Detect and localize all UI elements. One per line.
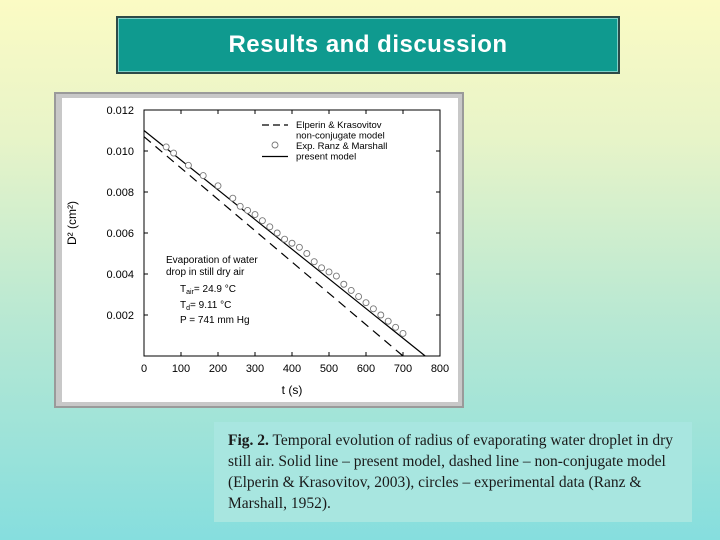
- data-point-exp: [184, 161, 192, 169]
- data-point-exp: [399, 329, 407, 337]
- y-tick-label: 0.002: [106, 310, 134, 322]
- series-line-non-conjugate: [143, 136, 404, 357]
- x-tick-label: 800: [431, 363, 449, 375]
- legend-label: present model: [296, 152, 356, 163]
- legend-label: Elperin & Krasovitov: [296, 120, 382, 131]
- data-point-exp: [340, 280, 348, 288]
- data-point-exp: [355, 293, 363, 301]
- data-point-exp: [347, 286, 355, 294]
- y-axis-label: D² (cm²): [65, 201, 79, 245]
- x-tick-label: 600: [357, 363, 375, 375]
- x-tick-label: 200: [209, 363, 227, 375]
- y-tick-label: 0.006: [106, 228, 134, 240]
- data-point-exp: [236, 202, 244, 210]
- series-line-present-model: [143, 130, 426, 357]
- x-axis-label: t (s): [282, 383, 303, 397]
- data-point-exp: [281, 235, 289, 243]
- data-point-exp: [310, 258, 318, 266]
- data-point-exp: [384, 317, 392, 325]
- y-tick-label: 0.012: [106, 105, 134, 117]
- annotation-line1: Evaporation of water: [166, 255, 258, 266]
- data-point-exp: [295, 243, 303, 251]
- x-tick-label: 0: [141, 363, 147, 375]
- figure-canvas: 0 100 200 300 400 500 600 700 800 0.002 0.004 0.006…: [62, 98, 458, 402]
- data-point-exp: [288, 239, 296, 247]
- data-point-exp: [251, 211, 259, 219]
- data-point-exp: [332, 272, 340, 280]
- slide-title-box: Results and discussion: [116, 16, 620, 74]
- annotation-line2: drop in still dry air: [166, 267, 245, 278]
- caption-text: Temporal evolution of radius of evaporat…: [228, 432, 674, 512]
- annotation-tair: Tair= 24.9 °C: [180, 284, 236, 296]
- data-point-exp: [266, 223, 274, 231]
- figure-caption: Fig. 2. Temporal evolution of radius of …: [214, 422, 692, 522]
- annotation-pressure: P = 741 mm Hg: [180, 315, 250, 326]
- chart-ticks: 0 100 200 300 400 500 600 700 800 0.002 0.004 0.006…: [106, 105, 449, 375]
- legend-label: non-conjugate model: [296, 131, 385, 142]
- data-point-exp: [362, 299, 370, 307]
- data-point-exp: [199, 172, 207, 180]
- chart: 0 100 200 300 400 500 600 700 800 0.002 0.004 0.006…: [65, 105, 449, 397]
- x-tick-label: 500: [320, 363, 338, 375]
- x-tick-label: 700: [394, 363, 412, 375]
- x-tick-label: 100: [172, 363, 190, 375]
- data-point-exp: [258, 217, 266, 225]
- data-point-exp: [325, 268, 333, 276]
- y-tick-label: 0.004: [106, 269, 134, 281]
- data-point-exp: [214, 182, 222, 190]
- legend-label: Exp. Ranz & Marshall: [296, 141, 387, 152]
- x-tick-label: 400: [283, 363, 301, 375]
- figure-frame: 0 100 200 300 400 500 600 700 800 0.002 0.004 0.006…: [54, 92, 464, 408]
- slide-title: Results and discussion: [228, 31, 508, 58]
- data-point-exp: [377, 311, 385, 319]
- legend-swatch-circle: [271, 141, 279, 149]
- data-point-exp: [229, 194, 237, 202]
- data-point-exp: [303, 250, 311, 257]
- data-point-exp: [170, 149, 178, 157]
- data-point-exp: [392, 323, 400, 331]
- data-point-exp: [318, 264, 326, 272]
- chart-series: [143, 130, 426, 357]
- y-tick-label: 0.010: [106, 146, 134, 158]
- caption-label: Fig. 2.: [228, 432, 269, 449]
- annotation-td: Td= 9.11 °C: [180, 300, 231, 312]
- data-point-exp: [273, 229, 281, 237]
- data-point-exp: [162, 143, 170, 151]
- x-tick-label: 300: [246, 363, 264, 375]
- data-point-exp: [244, 206, 252, 214]
- data-point-exp: [369, 305, 377, 313]
- y-tick-label: 0.008: [106, 187, 134, 199]
